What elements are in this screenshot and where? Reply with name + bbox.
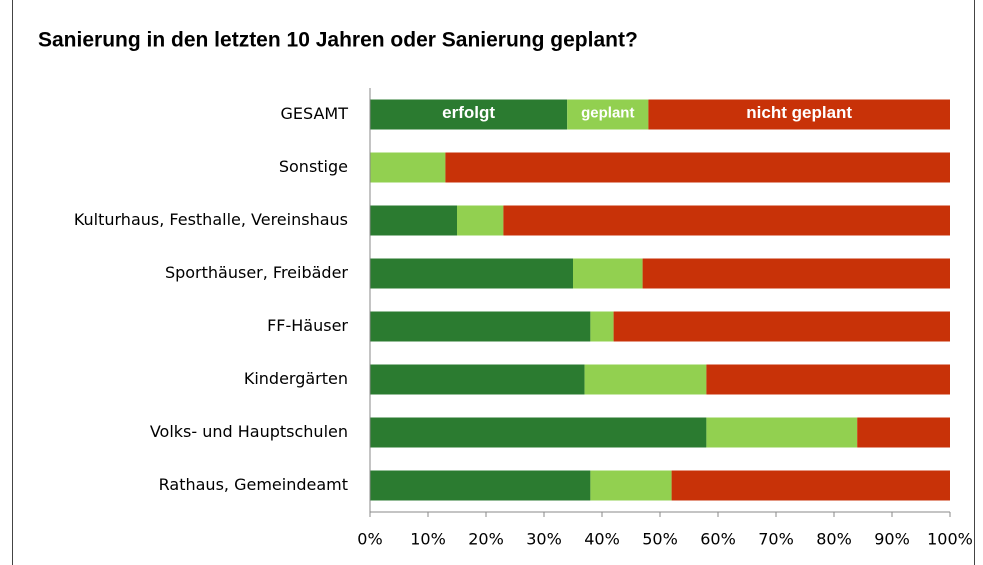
bar-segment	[613, 311, 950, 342]
segment-label: nicht geplant	[746, 103, 852, 122]
chart-title: Sanierung in den letzten 10 Jahren oder …	[38, 29, 638, 52]
bar-segment	[567, 99, 649, 130]
bar-segment	[370, 470, 591, 501]
x-tick-label: 40%	[584, 530, 620, 549]
bar-segment	[370, 364, 585, 395]
bar-segment	[857, 417, 950, 448]
y-tick-label: FF-Häuser	[267, 316, 348, 335]
x-tick-label: 80%	[816, 530, 852, 549]
x-tick-label: 50%	[642, 530, 678, 549]
x-tick-label: 0%	[357, 530, 382, 549]
bar-segment	[573, 258, 643, 289]
x-tick-label: 100%	[927, 530, 973, 549]
bar-segment	[590, 311, 614, 342]
bar-segment	[370, 258, 573, 289]
x-tick-label: 20%	[468, 530, 504, 549]
bar-segment	[584, 364, 707, 395]
bar-segment	[457, 205, 504, 236]
x-tick-label: 10%	[410, 530, 446, 549]
y-tick-label: Rathaus, Gemeindeamt	[159, 475, 348, 494]
segment-label: geplant	[581, 104, 634, 121]
bar-segment	[370, 99, 568, 130]
bar-segment	[706, 417, 858, 448]
y-tick-label: Kulturhaus, Festhalle, Vereinshaus	[74, 210, 348, 229]
y-tick-label: Kindergärten	[244, 369, 348, 388]
segment-label: erfolgt	[442, 103, 495, 122]
bar-segment	[648, 99, 950, 130]
bar-segment	[642, 258, 950, 289]
chart-frame	[12, 0, 975, 565]
x-tick-label: 90%	[874, 530, 910, 549]
bar-segment	[671, 470, 950, 501]
bar-segment	[370, 417, 707, 448]
y-tick-label: Sporthäuser, Freibäder	[165, 263, 348, 282]
y-tick-label: Volks- und Hauptschulen	[150, 422, 348, 441]
bar-segment	[706, 364, 950, 395]
y-tick-label: Sonstige	[279, 157, 348, 176]
x-tick-label: 70%	[758, 530, 794, 549]
bar-segment	[445, 152, 950, 183]
bar-segment	[370, 311, 591, 342]
y-tick-label: GESAMT	[281, 104, 349, 123]
bar-segment	[370, 152, 446, 183]
x-tick-label: 30%	[526, 530, 562, 549]
bar-segment	[503, 205, 950, 236]
bar-segment	[590, 470, 672, 501]
x-tick-label: 60%	[700, 530, 736, 549]
bar-segment	[370, 205, 457, 236]
